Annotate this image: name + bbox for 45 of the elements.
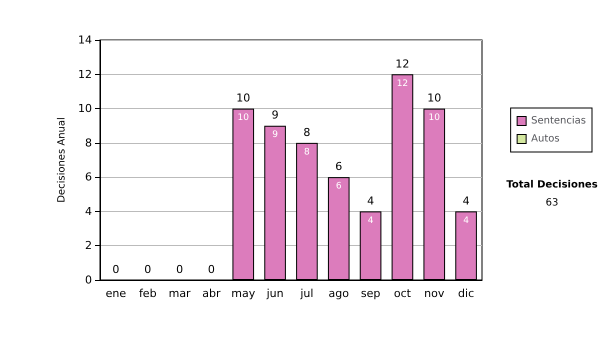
x-tick-label: sep: [360, 287, 380, 300]
text: Total Decisiones: [506, 180, 598, 190]
y-tick-label: 8: [85, 136, 92, 150]
y-tick-label: 2: [85, 239, 92, 252]
total-label: 4: [367, 194, 374, 208]
total-label: 9: [272, 108, 279, 122]
x-tick-label: jun: [266, 287, 284, 300]
text: 63: [546, 198, 558, 208]
x-tick-label: may: [231, 287, 256, 300]
data-label: 9: [272, 130, 278, 140]
x-tick-label: abr: [202, 287, 222, 300]
total-label: 4: [462, 194, 470, 208]
y-tick-label: 14: [78, 34, 92, 46]
legend-label: Autos: [531, 134, 560, 144]
y-tick-label: 6: [85, 170, 92, 184]
total-label: 0: [112, 263, 120, 276]
x-tick-label: feb: [138, 287, 157, 300]
y-tick-label: 0: [85, 274, 92, 286]
total-label: 10: [427, 92, 442, 105]
total-label: 10: [236, 92, 250, 105]
total-label: 0: [208, 263, 215, 276]
y-tick-label: 12: [78, 68, 92, 81]
total-label: 0: [176, 263, 184, 276]
x-tick-label: mar: [168, 287, 192, 300]
x-tick-label: ene: [106, 287, 126, 300]
legend-label: Sentencias: [531, 116, 586, 126]
data-label: 4: [463, 216, 470, 226]
total-label: 0: [144, 263, 152, 276]
data-label: 8: [304, 147, 310, 158]
data-label: 10: [238, 113, 250, 124]
data-label: 6: [336, 182, 342, 192]
total-label: 12: [395, 57, 410, 70]
data-label: 4: [368, 216, 374, 226]
y-tick-label: 10: [78, 102, 92, 116]
data-label: 10: [428, 113, 440, 124]
data-label: 12: [396, 78, 408, 89]
y-tick-label: 4: [85, 204, 92, 218]
x-tick-label: oct: [394, 287, 412, 300]
total-label: 6: [335, 160, 342, 174]
total-label: 8: [303, 126, 310, 139]
x-tick-label: nov: [424, 287, 445, 300]
y-axis-title: Decisiones Anual: [56, 117, 68, 203]
x-tick-label: jul: [299, 287, 314, 300]
x-tick-label: dic: [458, 287, 474, 300]
x-tick-label: ago: [328, 287, 350, 300]
